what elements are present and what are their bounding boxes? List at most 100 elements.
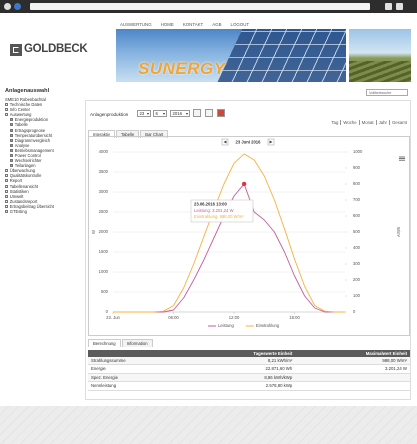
tooltip-title: 23.06.2016 13:00 [194,202,228,207]
tree-icon [5,113,8,116]
banner-text: SUNERGY [138,59,226,79]
logo-mark [10,44,22,56]
y-tick-label: 1500 [99,249,109,254]
nav-link[interactable]: KONTAKT [183,22,203,27]
sidebar-title: Anlagenauswahl [5,88,49,94]
tree-icon [5,108,8,111]
y-axis-label: W [91,230,96,234]
tree-icon [10,134,13,137]
tree-icon [5,195,8,198]
y2-tick-label: 200 [353,277,361,282]
print-icon[interactable] [217,109,225,117]
tree-icon [10,129,13,132]
row-label: Spez. Energie [88,373,187,382]
tooltip-line: Einstrahlung: 988,00 W/m² [194,214,244,219]
y-tick-label: 2500 [99,209,109,214]
cell: 22.871,60 Wh [187,365,296,374]
y2-tick-label: 1000 [353,149,363,154]
tooltip-line: Leistung: 3.201,24 W [194,208,234,213]
y2-tick-label: 500 [353,229,361,234]
nav-link[interactable]: HOME [161,22,174,27]
page: {"header": {"logo": "GOLDBECK", "nav": [… [0,0,417,444]
footer [0,406,417,444]
browser-bar [0,0,417,13]
y2-tick-label: 0 [353,309,356,314]
refresh-icon[interactable] [193,109,201,117]
tab-button[interactable] [385,3,392,10]
tree-icon [10,144,13,147]
period-link[interactable]: Tag [329,120,340,125]
tree-icon [10,123,13,126]
tree-icon [5,205,8,208]
year-select[interactable]: 2016 [170,110,190,117]
tree-icon [5,200,8,203]
nav-link[interactable]: LOGOUT [231,22,250,27]
y2-tick-label: 300 [353,261,361,266]
period-link[interactable]: Woche [340,120,358,125]
x-tick-label: 12:00 [229,315,240,320]
period-link[interactable]: Jahr [376,120,389,125]
tree-icon [5,103,8,106]
row-label: Strahlungssumme [88,357,187,365]
row-label: Nennleistung [88,382,187,391]
y-tick-label: 4000 [99,149,109,154]
tree-icon [10,164,13,167]
cell: 988,00 W/m² [295,357,410,365]
back-button[interactable] [4,3,11,10]
banner: SUNERGY [116,29,346,82]
cell: 8,21 kWh/m² [187,357,296,365]
y2-tick-label: 100 [353,293,361,298]
cell: 2.578,80 kWp [187,382,296,391]
search-input[interactable]: Volltextsuche [366,89,408,96]
y-tick-label: 2000 [99,229,109,234]
export-icon[interactable] [205,109,213,117]
forward-button[interactable] [14,3,21,10]
period-link[interactable]: Gesamt [389,120,409,125]
main-title: Anlagenproduktion [90,112,128,117]
legend-label[interactable]: Leistung [218,323,235,328]
address-bar[interactable] [30,3,370,10]
cell [295,373,410,382]
y-tick-label: 3000 [99,189,109,194]
table-tab[interactable]: Berechnung [88,339,121,347]
tree-label: GTEsting [10,209,27,214]
y-tick-label: 3500 [99,169,109,174]
day-select[interactable]: 23 [137,110,151,117]
tree-icon [10,154,13,157]
nav-link[interactable]: AGB [212,22,221,27]
y-tick-label: 0 [106,309,109,314]
x-tick-label: 06:00 [168,315,179,320]
tree-icon [10,139,13,142]
y2-tick-label: 900 [353,165,361,170]
table-tab[interactable]: Information [122,339,153,347]
y2-tick-label: 700 [353,197,361,202]
menu-button[interactable] [396,3,403,10]
legend-label[interactable]: Einstrahlung [256,323,280,328]
cell: 8,86 kWh/kWp [187,373,296,382]
y-tick-label: 1000 [99,269,109,274]
tree-icon [5,185,8,188]
chart: 23 Juni 20160500100015002000250030003500… [88,136,410,336]
chart-title: 23 Juni 2016 [236,139,262,144]
tree-icon [10,118,13,121]
table-row: Energie22.871,60 Wh3.201,24 W [88,365,410,374]
tree-item[interactable]: GTEsting [5,209,83,214]
x-tick-label: 23. Jun [106,315,120,320]
period-links: TagWocheMonatJahrGesamt [329,120,409,125]
y2-tick-label: 400 [353,245,361,250]
month-select[interactable]: 6 [153,110,167,117]
cell: 3.201,24 W [295,365,410,374]
table-row: Nennleistung2.578,80 kWp [88,382,410,391]
cell [295,382,410,391]
tree-icon [10,149,13,152]
period-link[interactable]: Monat [359,120,376,125]
nav-link[interactable]: AUSWERTUNG [120,22,152,27]
series-line [113,154,345,312]
nav: AUSWERTUNG HOME KONTAKT AGB LOGOUT [120,22,249,27]
y-tick-label: 500 [101,289,109,294]
tree-icon [5,190,8,193]
photo [349,29,411,82]
